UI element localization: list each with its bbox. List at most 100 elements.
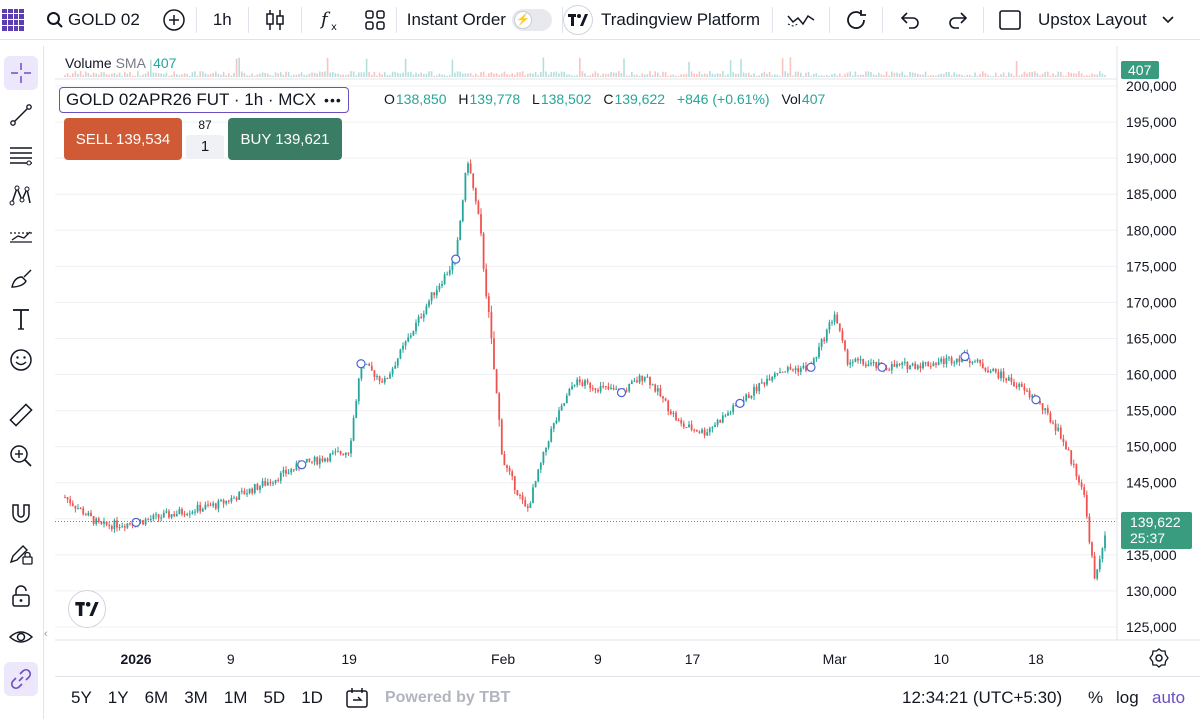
- gear-icon[interactable]: [1149, 648, 1169, 668]
- percent-scale-toggle[interactable]: %: [1088, 688, 1104, 707]
- volume-bar: [79, 71, 82, 77]
- instant-order-toggle[interactable]: Instant Order ⚡: [397, 0, 562, 40]
- apps-menu-button[interactable]: [0, 0, 32, 40]
- goto-date-icon[interactable]: [345, 687, 369, 709]
- candle-body: [672, 412, 675, 414]
- volume-bar: [282, 74, 285, 77]
- volume-bar: [321, 72, 324, 77]
- volume-bar: [150, 59, 152, 77]
- symbol-search-button[interactable]: GOLD 02: [32, 0, 150, 40]
- volume-bar: [1031, 71, 1033, 77]
- volume-bar: [170, 75, 173, 77]
- range-6m[interactable]: 6M: [144, 688, 169, 707]
- refresh-button[interactable]: [830, 0, 882, 40]
- candle-body: [378, 376, 381, 381]
- lightning-icon: ⚡: [513, 10, 532, 29]
- volume-bar: [121, 75, 123, 77]
- templates-button[interactable]: [354, 0, 396, 40]
- buy-button[interactable]: BUY 139,621: [228, 118, 342, 160]
- candle-body: [664, 398, 667, 401]
- volume-bar: [456, 71, 459, 77]
- forecast-icon: [10, 231, 32, 243]
- collapse-panel-button[interactable]: ‹: [44, 628, 48, 640]
- undo-button[interactable]: [883, 0, 933, 40]
- candle-body: [365, 363, 368, 365]
- draw-lock-tool[interactable]: [4, 537, 38, 571]
- candle-body: [425, 306, 428, 314]
- quantity-input[interactable]: 1: [186, 135, 224, 159]
- forecast-tool[interactable]: [4, 220, 38, 254]
- ruler-tool[interactable]: [4, 398, 38, 432]
- clock-timezone[interactable]: 12:34:21 (UTC+5:30): [902, 688, 1063, 707]
- price-axis[interactable]: 125,000130,000135,000140,000145,000150,0…: [55, 46, 1200, 641]
- symbol-legend[interactable]: GOLD 02APR26 FUT · 1h · MCX •••: [59, 87, 349, 113]
- magnet-tool[interactable]: [4, 496, 38, 530]
- volume-bar: [248, 75, 251, 77]
- volume-bar: [256, 74, 259, 77]
- volume-bar: [137, 71, 139, 77]
- visibility-tool[interactable]: [4, 620, 38, 654]
- volume-bar: [1028, 72, 1031, 77]
- fib-tool[interactable]: [4, 138, 38, 172]
- range-1d[interactable]: 1D: [301, 688, 323, 707]
- link-tool[interactable]: [4, 662, 38, 696]
- volume-bar: [781, 58, 784, 77]
- volume-legend[interactable]: Volume SMA 407: [65, 55, 176, 71]
- volume-bar: [144, 73, 147, 77]
- text-tool[interactable]: [4, 302, 38, 336]
- range-5d[interactable]: 5D: [263, 688, 286, 707]
- pattern-tool[interactable]: [4, 179, 38, 213]
- brush-tool[interactable]: [4, 261, 38, 295]
- range-5y[interactable]: 5Y: [71, 688, 92, 707]
- chart-type-button[interactable]: [249, 0, 301, 40]
- candle-body: [552, 423, 555, 429]
- log-scale-toggle[interactable]: log: [1116, 688, 1139, 707]
- price-chart[interactable]: 125,000130,000135,000140,000145,000150,0…: [55, 46, 1200, 674]
- tradingview-logo[interactable]: [68, 590, 106, 628]
- crosshair-tool[interactable]: [4, 56, 38, 90]
- range-3m[interactable]: 3M: [184, 688, 208, 707]
- candle-body: [854, 358, 857, 362]
- volume-bar: [680, 74, 682, 77]
- layout-button[interactable]: Upstox Layout: [984, 0, 1175, 40]
- candle-body: [953, 362, 956, 364]
- interval-button[interactable]: 1h: [197, 0, 248, 40]
- candle-body: [100, 521, 103, 524]
- time-axis[interactable]: 2026 9 19 Feb 9 17 Mar 10 18: [120, 651, 1043, 667]
- volume-bar: [1086, 75, 1088, 77]
- volume-bar: [605, 73, 607, 77]
- candle-body: [199, 504, 202, 512]
- candle-body: [290, 469, 293, 473]
- auto-scale-toggle[interactable]: auto: [1152, 688, 1186, 707]
- volume-bar: [415, 72, 417, 77]
- chart-area[interactable]: 125,000130,000135,000140,000145,000150,0…: [55, 46, 1200, 674]
- emoji-tool[interactable]: [4, 343, 38, 377]
- candle-body: [269, 482, 272, 484]
- volume-bar: [277, 73, 279, 77]
- candle-body: [997, 372, 1000, 379]
- volume-bar: [285, 71, 287, 77]
- compare-button[interactable]: [773, 0, 829, 40]
- volume-bar: [714, 74, 716, 77]
- compare-symbol-button[interactable]: [150, 0, 196, 40]
- instant-order-switch[interactable]: ⚡: [511, 8, 552, 31]
- candle-body: [820, 339, 823, 347]
- candle-body: [95, 518, 98, 524]
- candle-body: [989, 370, 992, 373]
- more-options-button[interactable]: •••: [324, 92, 342, 108]
- platform-button[interactable]: Tradingview Platform: [562, 0, 772, 40]
- candle-body: [386, 378, 389, 380]
- range-1y[interactable]: 1Y: [107, 688, 129, 707]
- volume-bar: [636, 74, 638, 77]
- trend-line-tool[interactable]: [4, 98, 38, 132]
- redo-button[interactable]: [933, 0, 983, 40]
- volume-bar: [488, 73, 490, 77]
- zoom-tool[interactable]: [4, 439, 38, 473]
- redo-icon: [949, 11, 968, 29]
- lock-tool[interactable]: [4, 579, 38, 613]
- volume-bar: [594, 71, 597, 77]
- volume-bar: [599, 75, 602, 77]
- sell-button[interactable]: SELL 139,534: [64, 118, 182, 160]
- range-1m[interactable]: 1M: [223, 688, 248, 707]
